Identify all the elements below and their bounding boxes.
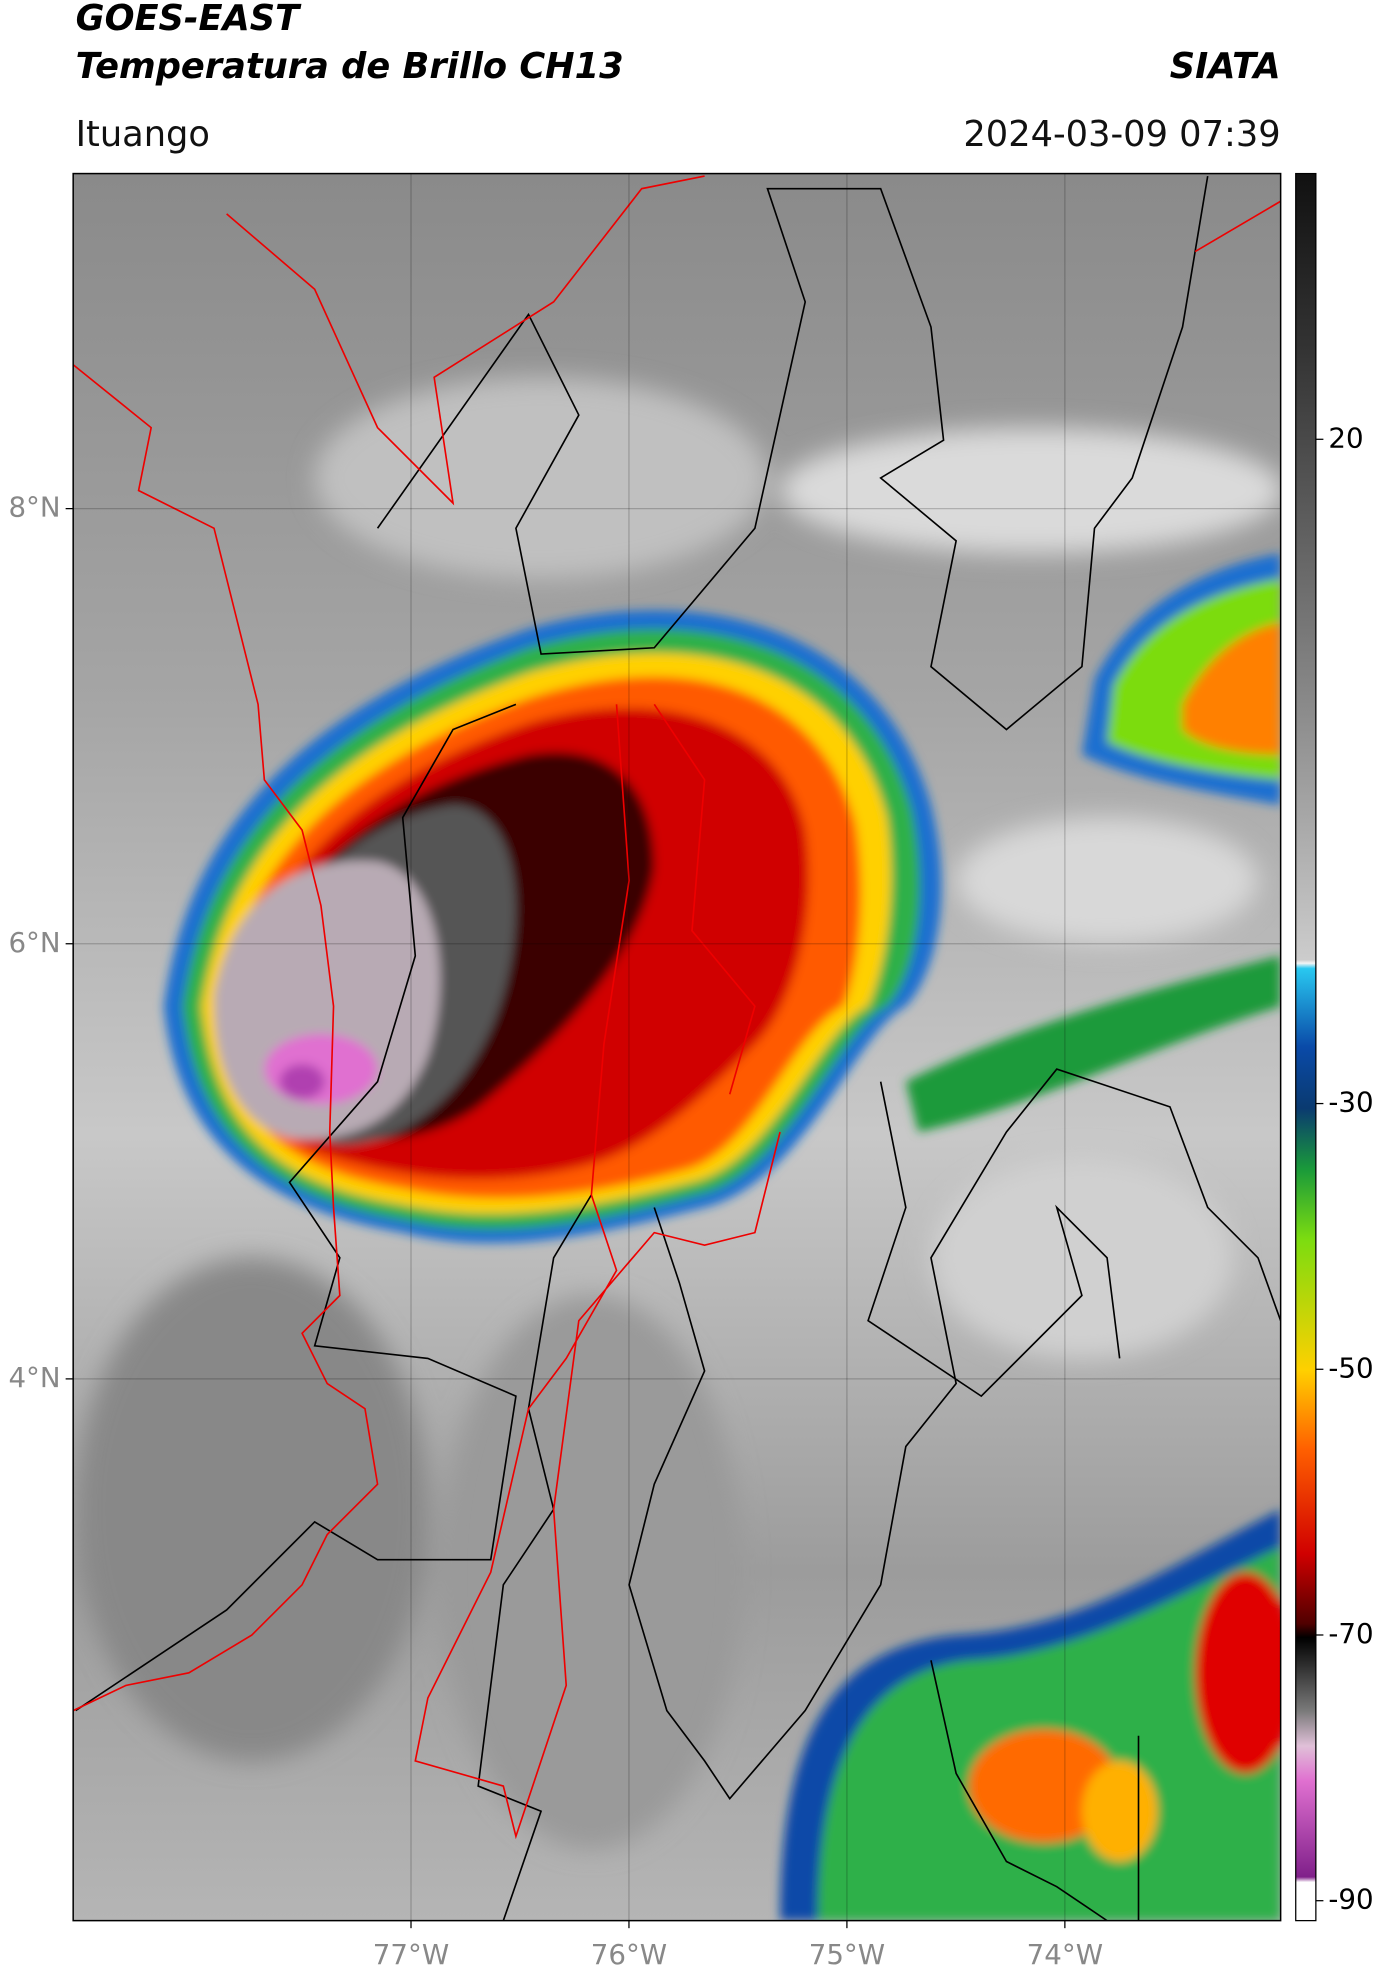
lat-tick-label: 8°N — [8, 491, 60, 524]
colorbar-tick-label: -70 — [1328, 1617, 1373, 1650]
lat-tick-label: 4°N — [8, 1361, 60, 1394]
satellite-image — [73, 173, 1281, 1921]
lat-tick-label: 6°N — [8, 926, 60, 959]
lon-tick-label: 76°W — [591, 1938, 667, 1971]
subtitle: Temperatura de Brillo CH13 — [76, 46, 624, 87]
map-frame — [72, 172, 1282, 1922]
colorbar — [1295, 172, 1317, 1922]
colorbar-tick-label: -50 — [1328, 1351, 1373, 1384]
location: Ituango — [76, 114, 210, 155]
colorbar-tick-label: 20 — [1328, 421, 1363, 454]
brand: SIATA — [1170, 46, 1281, 87]
title: GOES-EAST — [76, 0, 302, 39]
timestamp: 2024-03-09 07:39 — [963, 114, 1280, 155]
lon-tick-label: 74°W — [1027, 1938, 1103, 1971]
axes: 8°N 6°N 4°N 77°W 76°W 75°W 74°W 20 -30 -50 -70 -90 — [8, 173, 1374, 1971]
lon-tick-label: 77°W — [373, 1938, 449, 1971]
colorbar-tick-label: -30 — [1328, 1086, 1373, 1119]
colorbar-tick-label: -90 — [1328, 1883, 1373, 1916]
lon-tick-label: 75°W — [809, 1938, 885, 1971]
